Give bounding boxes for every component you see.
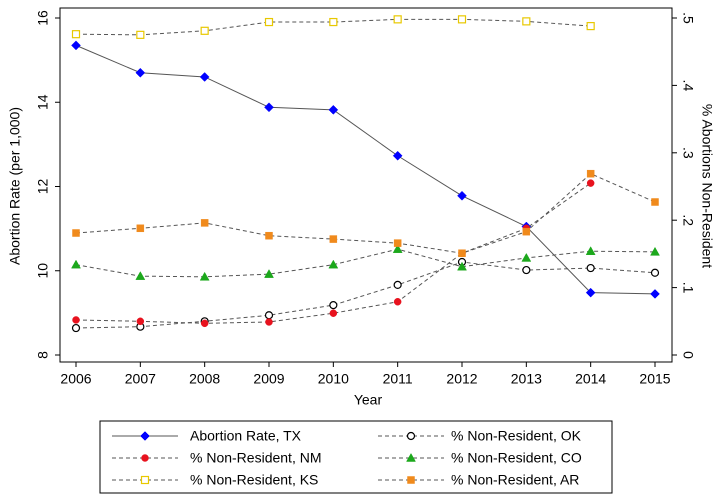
marker bbox=[522, 17, 531, 26]
x-tick-label: 2011 bbox=[383, 371, 413, 387]
marker bbox=[136, 224, 145, 233]
y2-tick-label: .4 bbox=[680, 80, 696, 92]
series-line bbox=[75, 44, 656, 295]
legend-box bbox=[99, 420, 613, 494]
marker bbox=[328, 259, 339, 269]
marker bbox=[265, 231, 273, 240]
marker bbox=[72, 229, 80, 237]
marker bbox=[392, 244, 403, 253]
x-tick-label: 2007 bbox=[125, 371, 156, 387]
y-tick-label: 14 bbox=[35, 94, 51, 110]
marker bbox=[264, 269, 274, 278]
marker bbox=[457, 15, 467, 24]
marker bbox=[522, 265, 531, 275]
marker bbox=[71, 259, 81, 269]
legend-label: % Non-Resident, KS bbox=[190, 472, 318, 488]
y2-tick-label: .5 bbox=[680, 12, 696, 24]
marker bbox=[71, 323, 81, 333]
series-line bbox=[75, 18, 591, 36]
y2-tick-label: .3 bbox=[680, 147, 696, 159]
marker bbox=[199, 72, 210, 82]
marker bbox=[329, 235, 338, 243]
marker bbox=[393, 239, 402, 247]
marker bbox=[329, 309, 338, 317]
marker bbox=[393, 280, 402, 290]
x-tick-label: 2013 bbox=[511, 371, 542, 387]
legend-marker bbox=[140, 431, 150, 441]
y-axis-label: Abortion Rate (per 1,000) bbox=[7, 107, 23, 265]
marker bbox=[586, 21, 595, 31]
marker bbox=[585, 246, 596, 255]
legend-label: % Non-Resident, NM bbox=[190, 450, 322, 466]
marker bbox=[521, 252, 532, 262]
y-tick-label: 10 bbox=[35, 263, 51, 279]
y2-tick-label: .2 bbox=[680, 214, 696, 226]
x-tick-label: 2015 bbox=[639, 371, 670, 387]
marker bbox=[135, 67, 146, 78]
marker bbox=[329, 301, 338, 310]
marker bbox=[265, 318, 273, 326]
legend-marker bbox=[406, 431, 416, 441]
marker bbox=[264, 102, 274, 113]
legend-marker bbox=[406, 452, 416, 462]
marker bbox=[458, 249, 466, 257]
marker bbox=[264, 17, 274, 27]
marker bbox=[264, 311, 274, 320]
marker bbox=[393, 298, 402, 306]
legend-label: % Non-Resident, CO bbox=[451, 450, 582, 466]
marker bbox=[135, 271, 146, 280]
x-tick-label: 2006 bbox=[60, 371, 91, 387]
legend-marker bbox=[140, 475, 150, 485]
x-tick-label: 2009 bbox=[253, 371, 284, 387]
marker bbox=[522, 227, 531, 236]
y2-tick-label: 0 bbox=[680, 351, 696, 359]
marker bbox=[585, 287, 596, 298]
plot-frame bbox=[59, 7, 673, 363]
legend-label: Abortion Rate, TX bbox=[190, 428, 302, 444]
legend-marker bbox=[407, 476, 415, 484]
marker bbox=[199, 271, 210, 281]
y-tick-label: 8 bbox=[35, 351, 51, 359]
marker bbox=[200, 319, 209, 328]
marker bbox=[329, 17, 338, 27]
marker bbox=[457, 190, 467, 201]
marker bbox=[71, 40, 81, 51]
y2-axis-label: % Abortions Non-Resident bbox=[699, 104, 715, 268]
marker bbox=[650, 289, 660, 299]
marker bbox=[136, 30, 145, 39]
marker bbox=[71, 30, 81, 39]
y-tick-label: 16 bbox=[35, 10, 51, 26]
x-tick-label: 2012 bbox=[446, 371, 477, 387]
marker bbox=[200, 219, 209, 227]
series-line bbox=[75, 173, 656, 254]
marker bbox=[586, 179, 595, 187]
legend-marker bbox=[141, 454, 149, 462]
legend-label: % Non-Resident, OK bbox=[451, 428, 582, 444]
marker bbox=[392, 150, 403, 161]
legend-label: % Non-Resident, AR bbox=[451, 472, 579, 488]
marker bbox=[586, 169, 595, 178]
y-tick-label: 12 bbox=[35, 179, 51, 195]
series-line bbox=[75, 182, 591, 324]
x-axis-label: Year bbox=[354, 392, 383, 408]
marker bbox=[136, 317, 145, 326]
y2-tick-label: .1 bbox=[680, 282, 696, 294]
marker bbox=[328, 104, 339, 115]
x-tick-label: 2010 bbox=[318, 371, 349, 387]
marker bbox=[72, 316, 80, 324]
marker bbox=[651, 198, 659, 206]
series-line bbox=[75, 261, 656, 329]
marker bbox=[650, 246, 660, 256]
marker bbox=[393, 15, 402, 24]
x-tick-label: 2008 bbox=[189, 371, 220, 387]
marker bbox=[457, 261, 467, 271]
marker bbox=[200, 26, 209, 35]
marker bbox=[586, 263, 595, 273]
x-tick-label: 2014 bbox=[575, 371, 606, 387]
marker bbox=[650, 268, 660, 277]
series-line bbox=[75, 248, 656, 278]
